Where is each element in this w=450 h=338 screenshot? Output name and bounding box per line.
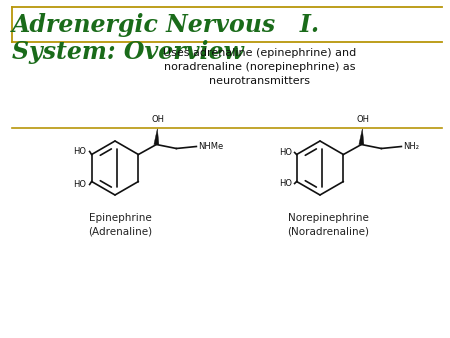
- Text: HO: HO: [279, 148, 292, 157]
- Text: OH: OH: [152, 116, 165, 124]
- Text: NHMe: NHMe: [198, 142, 224, 151]
- Text: HO: HO: [74, 180, 86, 189]
- Text: HO: HO: [74, 147, 86, 156]
- Text: System: Overview: System: Overview: [12, 40, 244, 64]
- Text: NH₂: NH₂: [403, 142, 419, 151]
- Polygon shape: [359, 128, 364, 145]
- Text: Epinephrine
(Adrenaline): Epinephrine (Adrenaline): [88, 213, 152, 236]
- Text: Norepinephrine
(Noradrenaline): Norepinephrine (Noradrenaline): [287, 213, 369, 236]
- Text: OH: OH: [357, 116, 370, 124]
- Text: Uses adrenaline (epinephrine) and
noradrenaline (norepinephrine) as
neurotransmi: Uses adrenaline (epinephrine) and noradr…: [163, 48, 356, 86]
- Polygon shape: [154, 128, 159, 145]
- Text: Adrenergic Nervous   I.: Adrenergic Nervous I.: [12, 13, 320, 37]
- Text: HO: HO: [279, 179, 292, 188]
